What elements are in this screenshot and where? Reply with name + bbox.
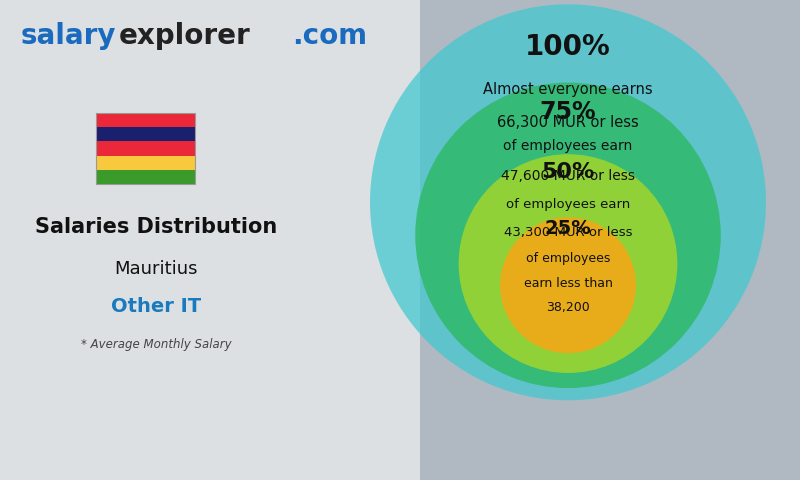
Text: .com: .com	[292, 22, 367, 50]
FancyBboxPatch shape	[420, 0, 800, 480]
Circle shape	[458, 154, 678, 373]
FancyBboxPatch shape	[0, 0, 420, 480]
Text: 43,300 MUR or less: 43,300 MUR or less	[504, 226, 632, 239]
Circle shape	[500, 217, 636, 353]
Text: 50%: 50%	[542, 162, 594, 182]
Text: Other IT: Other IT	[110, 297, 201, 316]
Text: earn less than: earn less than	[523, 277, 613, 290]
Text: 75%: 75%	[540, 100, 596, 124]
FancyBboxPatch shape	[96, 156, 194, 170]
Text: Almost everyone earns: Almost everyone earns	[483, 82, 653, 96]
Text: of employees earn: of employees earn	[503, 139, 633, 153]
Text: 47,600 MUR or less: 47,600 MUR or less	[501, 169, 635, 183]
Circle shape	[415, 83, 721, 388]
Text: salary: salary	[21, 22, 116, 50]
Text: Salaries Distribution: Salaries Distribution	[34, 216, 277, 237]
FancyBboxPatch shape	[96, 170, 194, 184]
FancyBboxPatch shape	[96, 127, 194, 141]
Text: * Average Monthly Salary: * Average Monthly Salary	[81, 338, 231, 351]
Text: 100%: 100%	[525, 33, 611, 60]
Text: 25%: 25%	[545, 219, 591, 238]
FancyBboxPatch shape	[96, 141, 194, 156]
Circle shape	[370, 4, 766, 400]
Text: of employees: of employees	[526, 252, 610, 265]
Text: explorer: explorer	[118, 22, 250, 50]
Text: 66,300 MUR or less: 66,300 MUR or less	[497, 115, 639, 130]
Text: 38,200: 38,200	[546, 301, 590, 314]
Text: Mauritius: Mauritius	[114, 260, 198, 278]
FancyBboxPatch shape	[96, 112, 194, 127]
Text: of employees earn: of employees earn	[506, 198, 630, 211]
